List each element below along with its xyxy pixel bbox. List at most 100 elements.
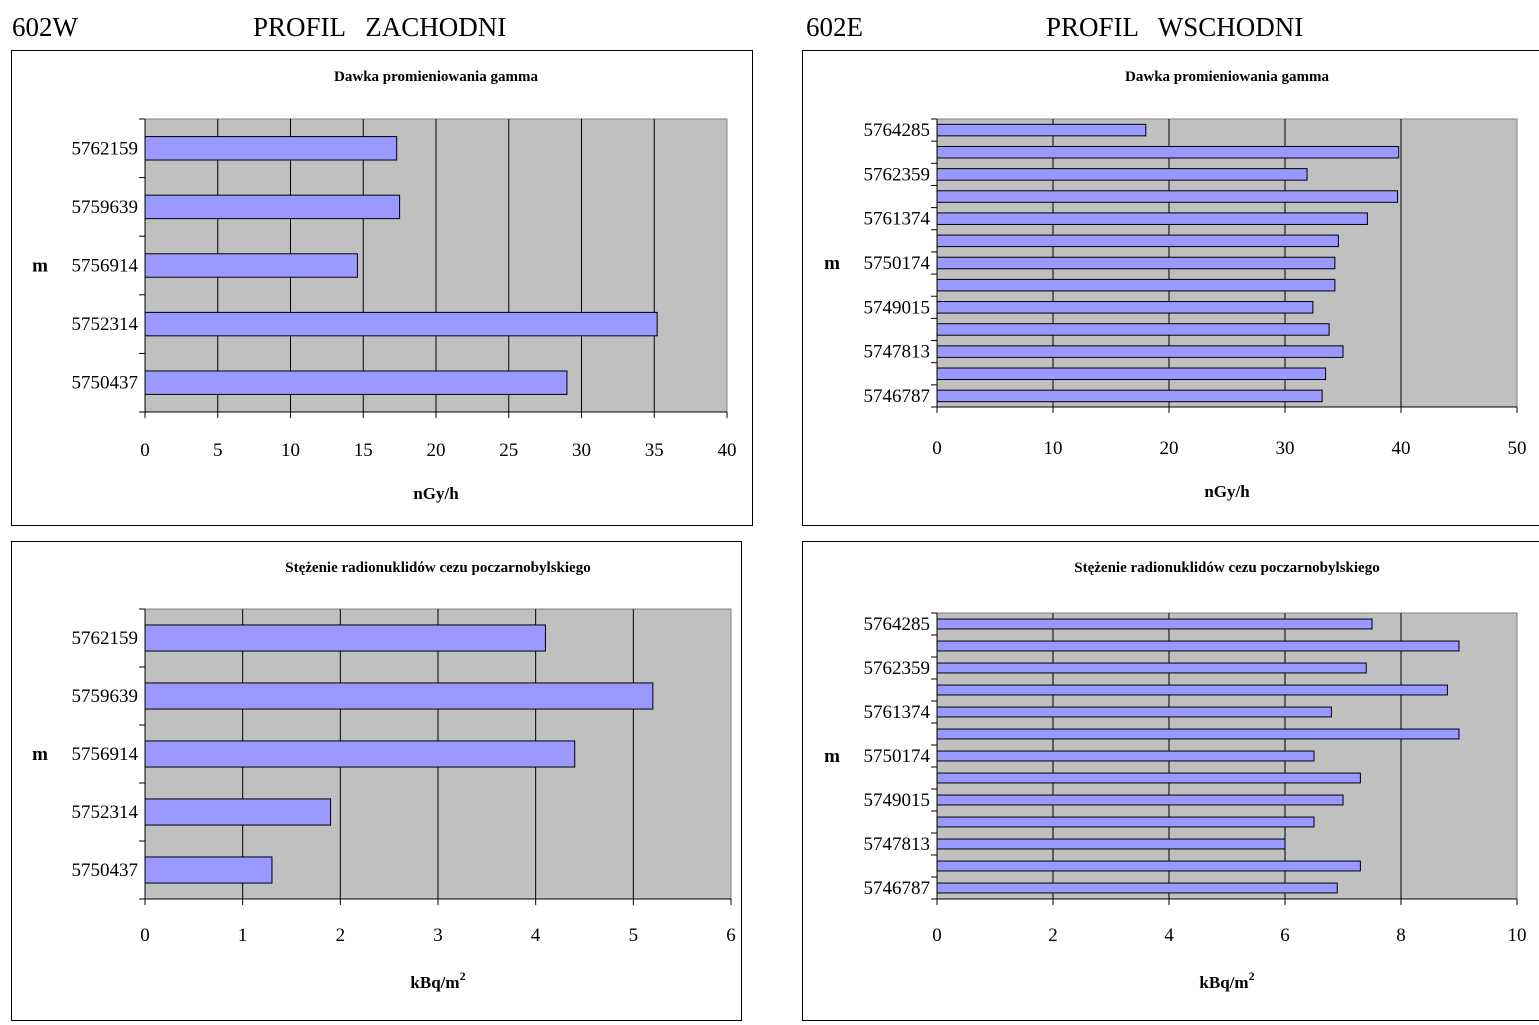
x-tick-label: 2 bbox=[1048, 925, 1058, 946]
bar bbox=[144, 682, 654, 710]
bar bbox=[144, 253, 358, 278]
x-tick-label: 6 bbox=[1280, 925, 1290, 946]
x-tick-label: 5 bbox=[213, 440, 223, 461]
y-tick-label: 5747813 bbox=[864, 834, 931, 855]
chart-title: Dawka promieniowania gamma bbox=[1125, 69, 1329, 85]
x-tick-label: 4 bbox=[1164, 925, 1174, 946]
x-tick-label: 10 bbox=[281, 440, 300, 461]
x-tick-label: 40 bbox=[1392, 438, 1411, 459]
x-tick-label: 8 bbox=[1396, 925, 1406, 946]
bar bbox=[936, 662, 1367, 674]
x-tick-label: 30 bbox=[1276, 438, 1295, 459]
y-tick-label: 5750174 bbox=[864, 746, 931, 767]
bar bbox=[936, 389, 1323, 403]
y-tick-label: 5764285 bbox=[864, 120, 931, 141]
bar bbox=[936, 750, 1315, 762]
x-tick-label: 35 bbox=[645, 440, 664, 461]
x-axis-label-text: kBq/m bbox=[410, 973, 459, 992]
y-tick-label: 5762359 bbox=[864, 164, 931, 185]
bar bbox=[936, 882, 1338, 894]
bar bbox=[144, 370, 568, 395]
y-tick-label: 5759639 bbox=[72, 686, 139, 707]
x-tick-label: 10 bbox=[1508, 925, 1527, 946]
y-tick-label: 5764285 bbox=[864, 614, 931, 635]
chart-west-cesium: Stężenie radionuklidów cezu poczarnobyls… bbox=[32, 560, 736, 992]
y-tick-label: 5746787 bbox=[864, 386, 931, 407]
bar bbox=[936, 794, 1344, 806]
x-tick-label: 0 bbox=[140, 440, 150, 461]
x-axis-label-superscript: 2 bbox=[1249, 969, 1255, 983]
right-profile-code: 602E bbox=[806, 12, 863, 42]
bar bbox=[936, 323, 1330, 336]
y-marker-label: m bbox=[824, 253, 840, 274]
bar bbox=[144, 136, 398, 161]
x-axis-label-text: nGy/h bbox=[413, 484, 459, 503]
y-tick-label: 5750437 bbox=[72, 860, 139, 881]
bar bbox=[936, 145, 1400, 159]
y-tick-label: 5761374 bbox=[864, 702, 931, 723]
x-axis-label: nGy/h bbox=[413, 484, 459, 503]
x-axis-label: kBq/m2 bbox=[1199, 969, 1254, 992]
x-tick-label: 15 bbox=[354, 440, 373, 461]
x-tick-label: 40 bbox=[718, 440, 737, 461]
x-tick-label: 30 bbox=[572, 440, 591, 461]
bar bbox=[144, 798, 332, 826]
y-tick-label: 5749015 bbox=[864, 790, 931, 811]
chart-panel-west-cesium: Stężenie radionuklidów cezu poczarnobyls… bbox=[11, 541, 742, 1021]
y-tick-label: 5756914 bbox=[72, 744, 139, 765]
y-tick-label: 5752314 bbox=[72, 314, 139, 335]
x-tick-label: 3 bbox=[433, 925, 443, 946]
left-profile-title: PROFIL ZACHODNI bbox=[253, 12, 507, 42]
bar bbox=[936, 256, 1336, 270]
bar bbox=[936, 212, 1368, 225]
bar bbox=[144, 856, 273, 884]
x-tick-label: 2 bbox=[336, 925, 346, 946]
x-tick-label: 10 bbox=[1044, 438, 1063, 459]
bar bbox=[144, 194, 401, 220]
y-marker-label: m bbox=[32, 256, 48, 277]
chart-east-gamma: Dawka promieniowania gamma 5764285 5762359… bbox=[824, 69, 1527, 501]
chart-panel-east-gamma: Dawka promieniowania gamma 5764285 5762359… bbox=[802, 50, 1539, 526]
bar bbox=[144, 624, 546, 652]
y-tick-label: 5761374 bbox=[864, 209, 931, 230]
bar bbox=[936, 168, 1308, 181]
y-tick-label: 5749015 bbox=[864, 297, 931, 318]
right-profile-title: PROFIL WSCHODNI bbox=[1046, 12, 1304, 42]
y-tick-label: 5759639 bbox=[72, 197, 139, 218]
y-tick-label: 5762359 bbox=[864, 658, 931, 679]
chart-title: Dawka promieniowania gamma bbox=[334, 69, 538, 85]
bar bbox=[144, 311, 658, 337]
x-axis-label: kBq/m2 bbox=[410, 969, 465, 992]
bar bbox=[936, 772, 1361, 784]
y-marker-label: m bbox=[32, 744, 48, 765]
bar bbox=[936, 190, 1399, 203]
chart-west-gamma: Dawka promieniowania gamma 5762159 5759639… bbox=[32, 69, 737, 503]
bar bbox=[936, 838, 1286, 850]
bar bbox=[936, 123, 1147, 137]
x-tick-label: 4 bbox=[531, 925, 541, 946]
bar bbox=[936, 640, 1460, 652]
chart-title: Stężenie radionuklidów cezu poczarnobyls… bbox=[1074, 560, 1379, 576]
bar bbox=[936, 367, 1327, 381]
y-tick-label: 5752314 bbox=[72, 802, 139, 823]
y-tick-label: 5762159 bbox=[72, 138, 139, 159]
bar bbox=[144, 740, 576, 768]
y-tick-label: 5747813 bbox=[864, 342, 931, 363]
bar bbox=[936, 234, 1339, 248]
bar bbox=[936, 618, 1373, 630]
y-tick-label: 5750437 bbox=[72, 373, 139, 394]
chart-title: Stężenie radionuklidów cezu poczarnobyls… bbox=[285, 560, 590, 576]
x-tick-label: 6 bbox=[726, 925, 736, 946]
bar bbox=[936, 860, 1361, 872]
x-tick-label: 5 bbox=[629, 925, 639, 946]
x-tick-label: 0 bbox=[932, 925, 942, 946]
bar bbox=[936, 345, 1344, 358]
x-tick-label: 50 bbox=[1508, 438, 1527, 459]
x-axis-label-superscript: 2 bbox=[460, 969, 466, 983]
x-axis-label-text: kBq/m bbox=[1199, 973, 1248, 992]
x-tick-label: 0 bbox=[932, 438, 942, 459]
bar bbox=[936, 706, 1332, 718]
y-tick-label: 5746787 bbox=[864, 878, 931, 899]
x-tick-label: 1 bbox=[238, 925, 248, 946]
x-axis-label: nGy/h bbox=[1204, 482, 1250, 501]
